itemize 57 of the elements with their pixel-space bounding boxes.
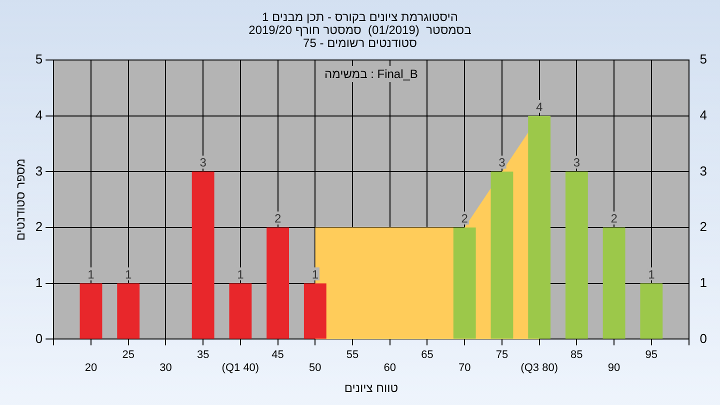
x-tick-label: 20 (84, 362, 98, 374)
x-tick-label: 25 (122, 348, 134, 361)
data-label: 2 (274, 212, 282, 226)
bar (640, 283, 663, 339)
x-tick-label: 90 (608, 362, 620, 374)
bar (266, 228, 290, 339)
y2-tick-label: 5 (700, 52, 708, 67)
data-label: 4 (536, 100, 543, 114)
bar (304, 283, 326, 339)
x-tick-label: 60 (384, 362, 396, 374)
y-axis-title: מספר סטודנטים (14, 158, 28, 241)
bar (80, 283, 102, 339)
y-tick-label: 0 (35, 330, 43, 346)
annotation: Final_B : במשימה (324, 67, 418, 81)
y-tick-label: 2 (35, 219, 43, 234)
bar (565, 172, 588, 339)
bar (490, 172, 514, 339)
x-axis-title: טווח ציונים (344, 381, 398, 396)
x-tick-label: 75 (496, 348, 508, 361)
x-tick-label: 95 (645, 348, 658, 361)
data-label: 1 (125, 267, 132, 282)
data-label: 1 (648, 267, 656, 282)
chart-subtitle: בסמסטר (01/2019) סמסטר חורף 2019/20 סטודנטים רשומים - 75 (248, 23, 472, 50)
x-tick-label: 65 (421, 348, 434, 361)
bar (453, 228, 476, 339)
x-tick-label: 70 (458, 362, 471, 374)
data-label: 1 (88, 267, 95, 282)
data-label: 3 (200, 156, 207, 170)
bar (117, 283, 140, 339)
x-tick-label: 35 (196, 348, 210, 361)
y-tick-label: 1 (35, 274, 43, 290)
x-tick-label: 50 (309, 362, 322, 374)
chart-title: היסטוגרמת ציונים בקורס - תכן מבנים 1 (262, 10, 458, 24)
y2-tick-label: 3 (700, 163, 708, 178)
x-tick-label: 30 (160, 362, 172, 374)
y-tick-label: 3 (35, 163, 43, 178)
x-tick-label: 45 (272, 348, 284, 361)
y-tick-label: 5 (35, 52, 43, 67)
y-tick-label: 4 (35, 107, 43, 122)
y2-tick-label: 4 (700, 107, 708, 122)
bar (229, 283, 252, 339)
bar (192, 172, 214, 339)
x-tick-label: (Q1 40) (222, 362, 260, 374)
data-label: 1 (237, 267, 244, 282)
data-label: 2 (461, 212, 468, 226)
data-label: 2 (610, 212, 618, 226)
data-label: 1 (312, 267, 319, 282)
y2-tick-label: 0 (700, 330, 708, 346)
y2-tick-label: 2 (700, 219, 708, 234)
x-tick-label: 85 (570, 348, 583, 361)
y2-tick-label: 1 (700, 274, 708, 290)
bar (528, 116, 551, 339)
x-tick-label: 55 (346, 348, 359, 361)
bar (602, 228, 626, 339)
data-label: 3 (573, 156, 580, 170)
x-tick-label: (Q3 80) (520, 362, 558, 374)
data-label: 3 (498, 156, 506, 170)
